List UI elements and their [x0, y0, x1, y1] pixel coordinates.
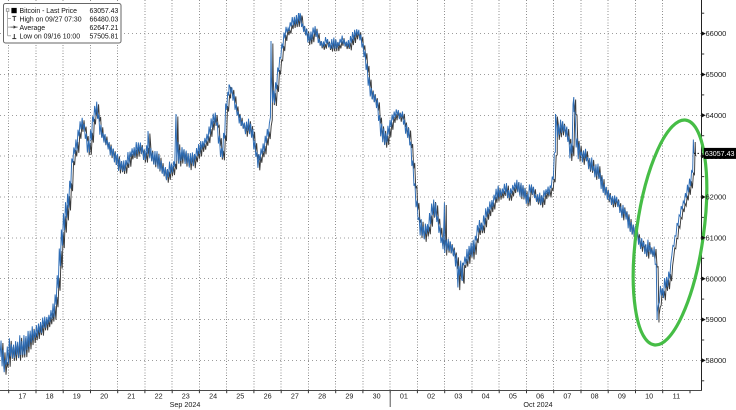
svg-text:Sep 2024: Sep 2024 — [170, 400, 201, 409]
svg-text:27: 27 — [291, 391, 299, 400]
svg-text:08: 08 — [591, 391, 599, 400]
svg-text:21: 21 — [127, 391, 135, 400]
svg-text:20: 20 — [100, 391, 108, 400]
svg-text:60000: 60000 — [706, 274, 727, 283]
svg-text:18: 18 — [46, 391, 54, 400]
svg-text:High on 09/27 07:30: High on 09/27 07:30 — [20, 17, 82, 24]
svg-text:10: 10 — [645, 391, 653, 400]
svg-text:61000: 61000 — [706, 233, 727, 242]
svg-text:09: 09 — [618, 391, 626, 400]
svg-text:26: 26 — [264, 391, 272, 400]
svg-text:62000: 62000 — [706, 193, 727, 202]
svg-text:57505.81: 57505.81 — [90, 34, 119, 41]
svg-text:01: 01 — [400, 391, 408, 400]
svg-text:30: 30 — [373, 391, 381, 400]
svg-text:Bitcoin - Last Price: Bitcoin - Last Price — [20, 8, 78, 15]
svg-text:28: 28 — [318, 391, 326, 400]
svg-text:11: 11 — [673, 391, 680, 400]
svg-text:19: 19 — [73, 391, 81, 400]
svg-text:06: 06 — [536, 391, 544, 400]
svg-text:62647.21: 62647.21 — [90, 25, 119, 32]
svg-text:05: 05 — [509, 391, 517, 400]
svg-text:59000: 59000 — [706, 315, 727, 324]
svg-text:02: 02 — [427, 391, 435, 400]
svg-text:23: 23 — [182, 391, 190, 400]
svg-text:25: 25 — [236, 391, 244, 400]
svg-text:03: 03 — [454, 391, 462, 400]
svg-text:04: 04 — [482, 391, 490, 400]
svg-text:Average: Average — [20, 25, 46, 32]
svg-text:29: 29 — [345, 391, 353, 400]
svg-text:63057.43: 63057.43 — [705, 150, 735, 158]
svg-text:17: 17 — [18, 391, 26, 400]
svg-text:64000: 64000 — [706, 111, 727, 120]
svg-text:65000: 65000 — [706, 70, 727, 79]
svg-text:24: 24 — [209, 391, 217, 400]
svg-text:63057.43: 63057.43 — [90, 8, 119, 15]
svg-text:Oct 2024: Oct 2024 — [523, 400, 552, 409]
svg-text:66480.03: 66480.03 — [90, 17, 119, 24]
svg-text:58000: 58000 — [706, 356, 727, 365]
svg-text:07: 07 — [563, 391, 571, 400]
svg-text:22: 22 — [155, 391, 163, 400]
svg-text:Low on 09/16 10:00: Low on 09/16 10:00 — [20, 34, 81, 41]
svg-text:66000: 66000 — [706, 29, 727, 38]
